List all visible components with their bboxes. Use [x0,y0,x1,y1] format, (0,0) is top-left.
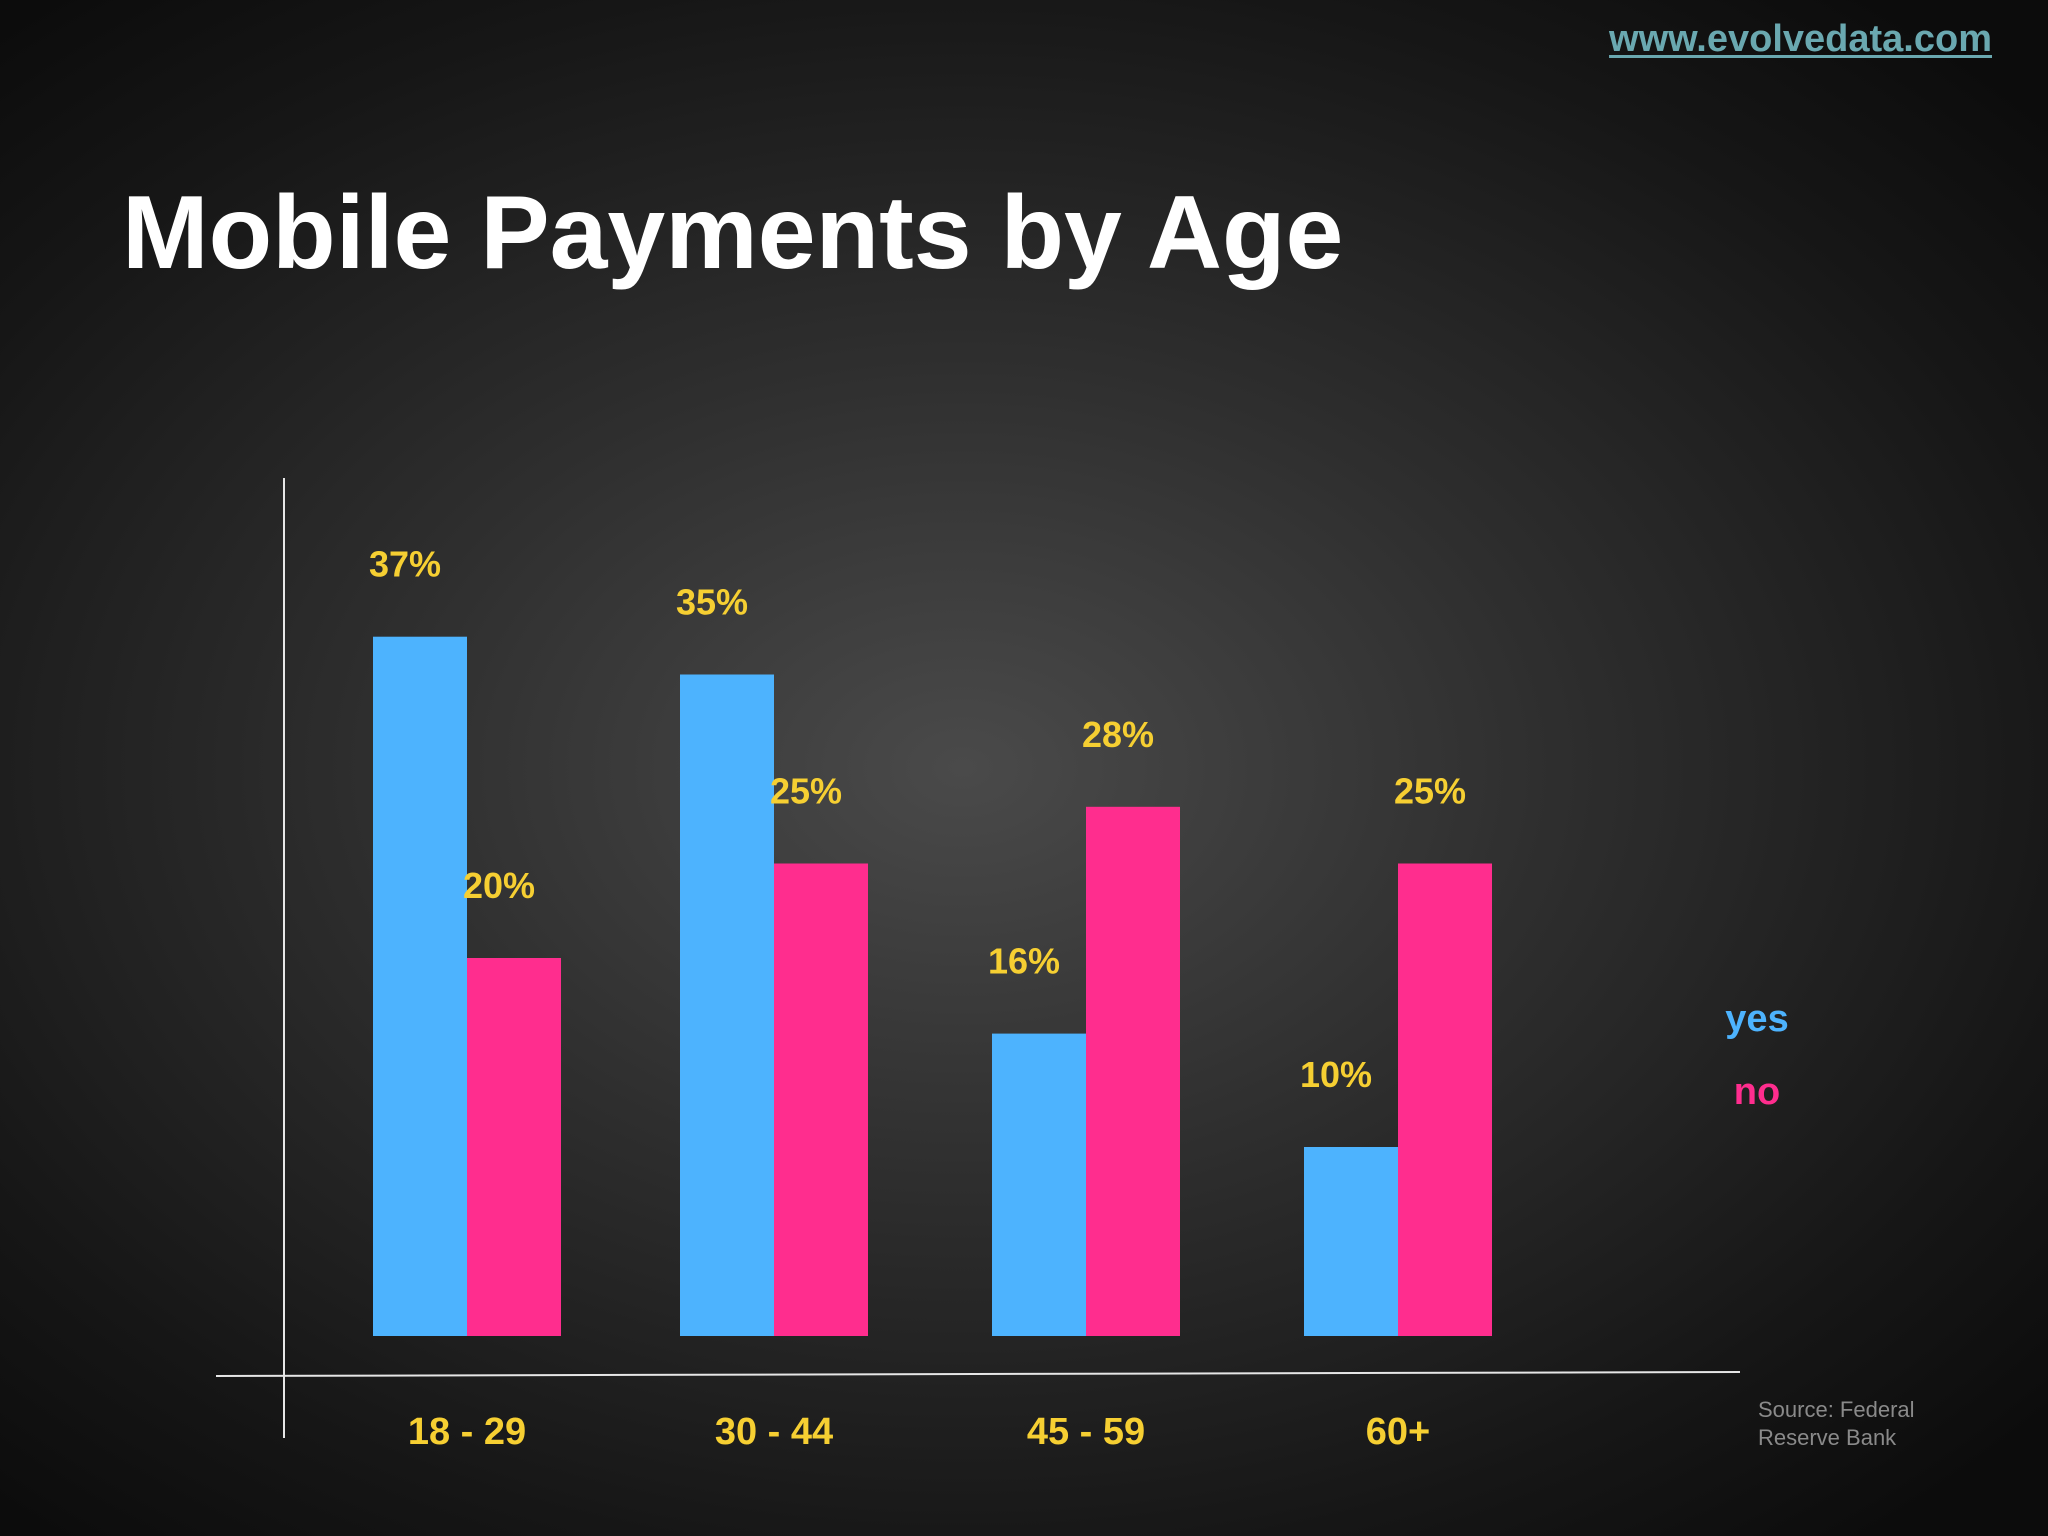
bar-no-3 [1086,806,1180,1336]
category-label-3: 45 - 59 [1027,1411,1145,1453]
value-label-yes-3: 16% [988,941,1060,982]
legend-item-no: no [1734,1071,1780,1113]
category-labels-group: 18 - 29 30 - 44 45 - 59 60+ [408,1411,1430,1453]
value-label-no-4: 25% [1394,771,1466,812]
value-label-yes-1: 37% [369,544,441,585]
legend-item-yes: yes [1725,998,1788,1040]
value-label-no-3: 28% [1082,714,1154,755]
bar-yes-4 [1304,1147,1398,1336]
value-label-yes-2: 35% [676,582,748,623]
value-labels-group: 37% 20% 35% 25% 16% 28% 10% 25% [369,544,1466,1095]
bar-no-4 [1398,863,1492,1336]
value-label-no-2: 25% [770,771,842,812]
bars-group [373,636,1492,1336]
legend: yes no [1725,998,1788,1113]
x-axis-line [215,1371,1741,1377]
chart-title: Mobile Payments by Age [122,175,1344,291]
bar-yes-3 [992,1033,1086,1336]
bar-no-1 [467,958,561,1336]
value-label-yes-4: 10% [1300,1054,1372,1095]
bar-no-2 [774,863,868,1336]
category-label-4: 60+ [1366,1411,1430,1453]
value-label-no-1: 20% [463,865,535,906]
category-label-2: 30 - 44 [715,1411,833,1453]
source-note: Source: Federal Reserve Bank [1758,1397,1915,1450]
bar-yes-2 [680,674,774,1336]
bar-yes-1 [373,636,467,1336]
category-label-1: 18 - 29 [408,1411,526,1453]
website-link[interactable]: www.evolvedata.com [1609,18,1992,60]
